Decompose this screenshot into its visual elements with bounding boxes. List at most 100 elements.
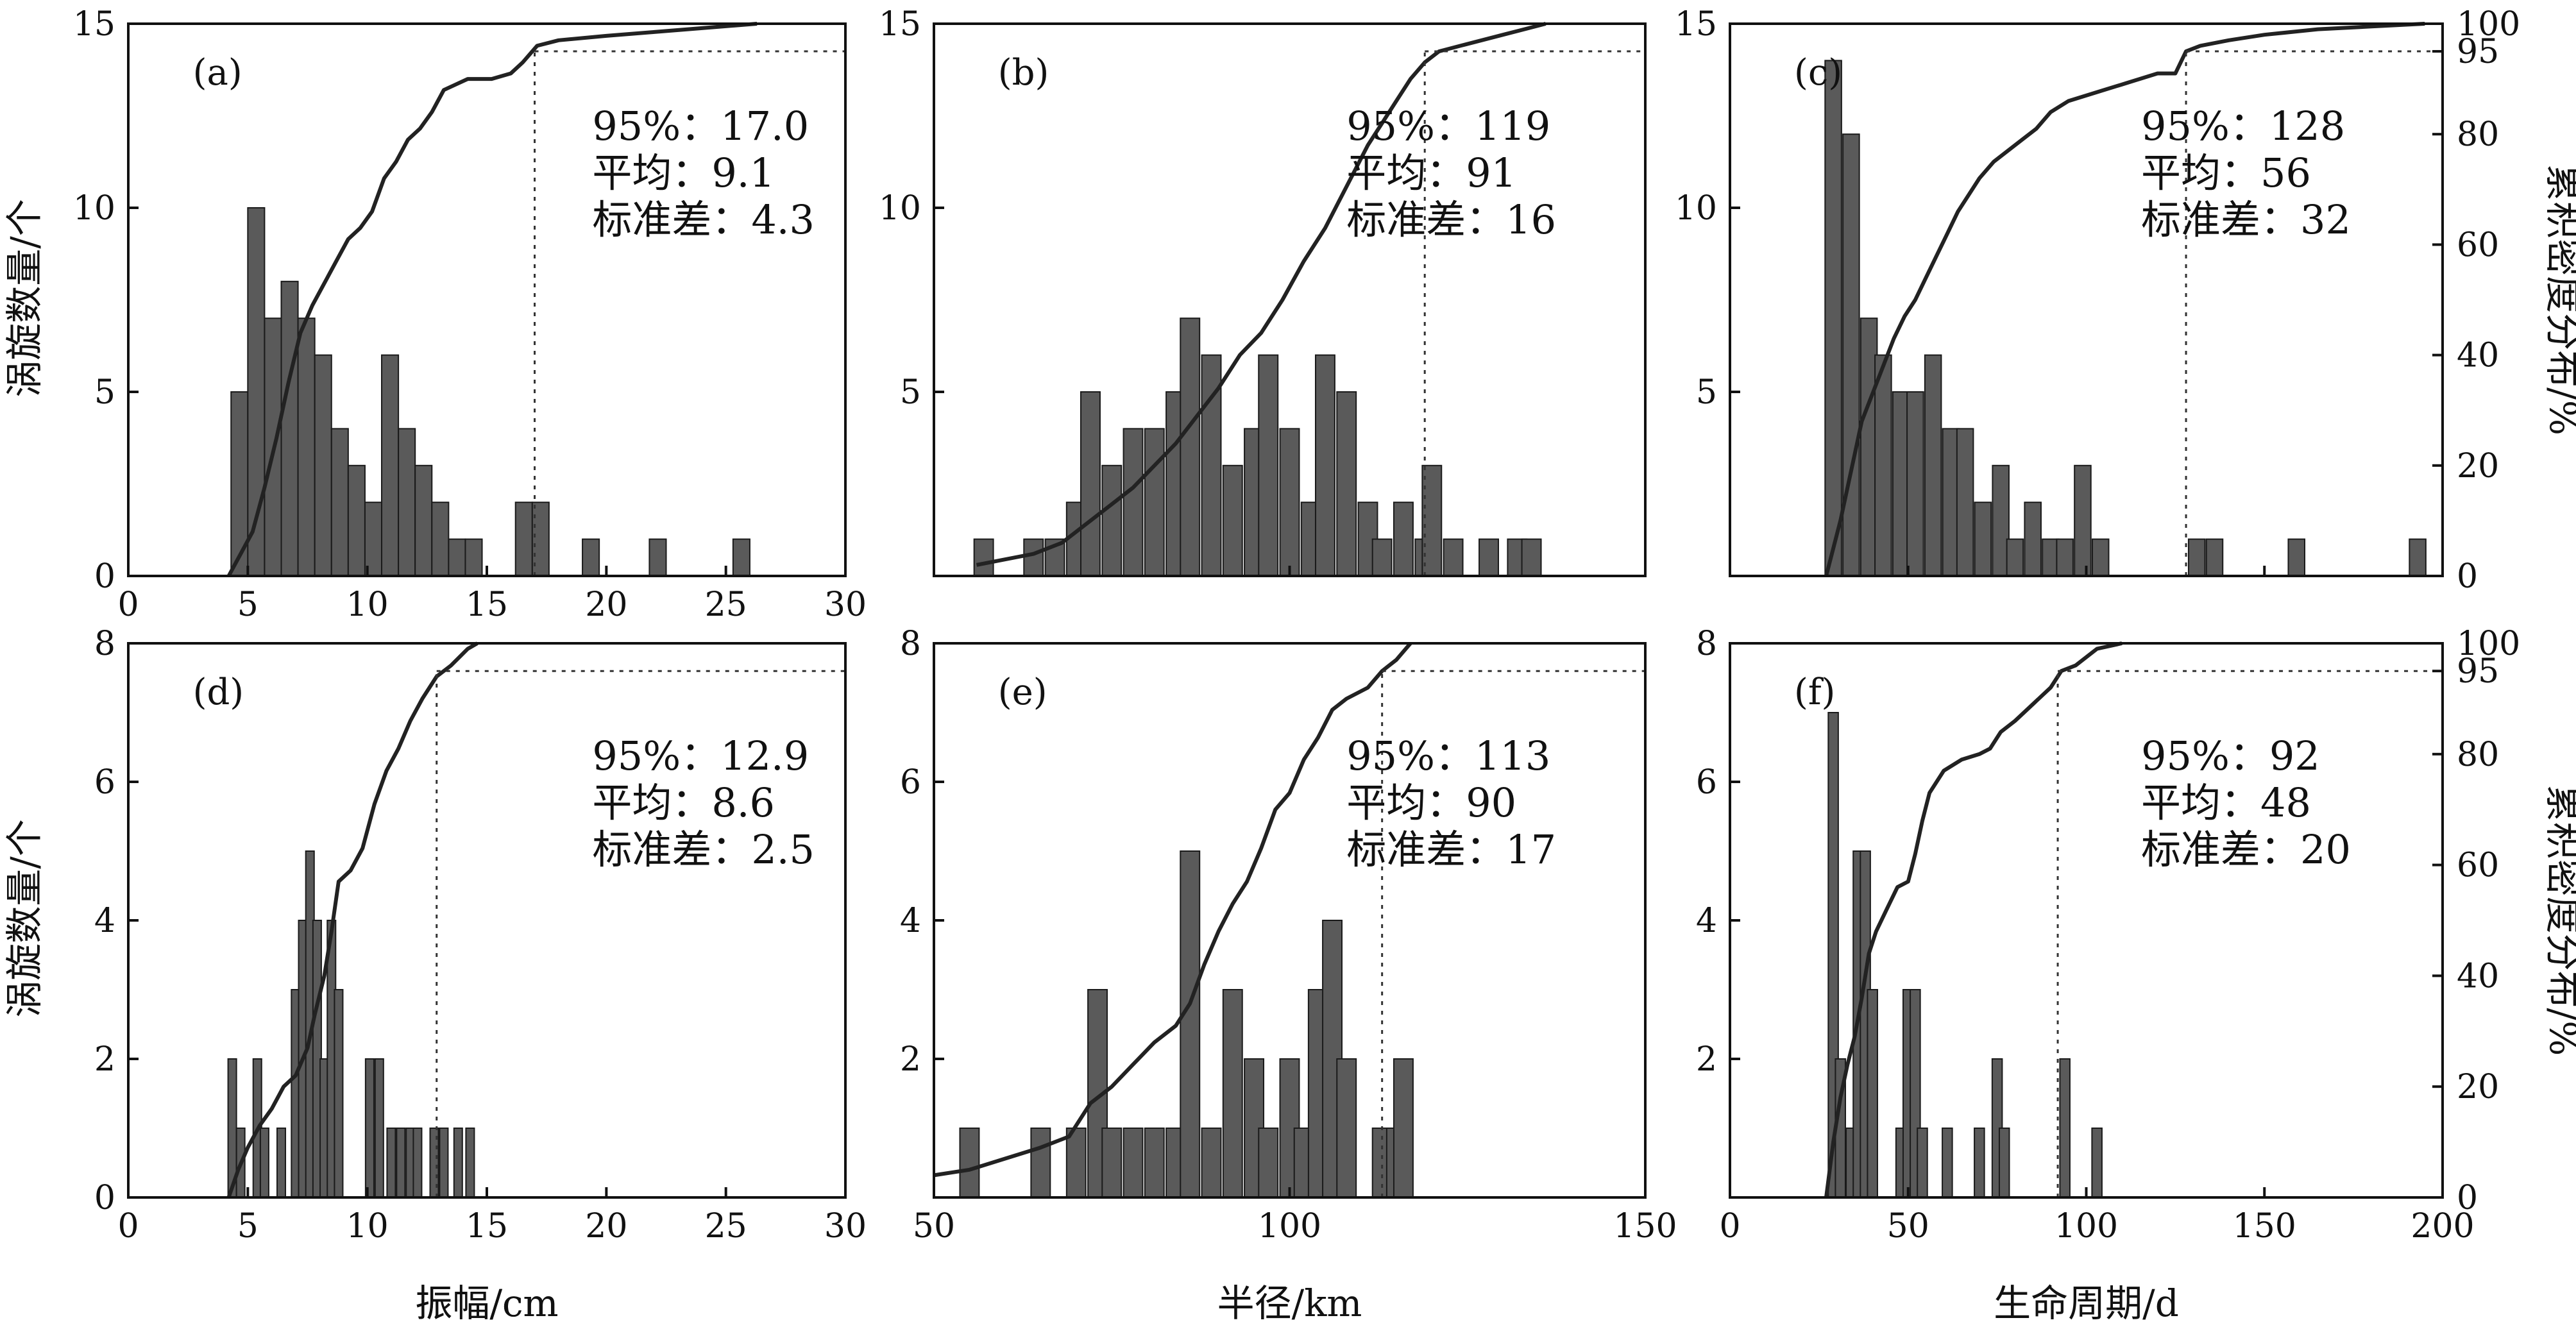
panel-label: (a) bbox=[193, 52, 242, 94]
panel-label: (d) bbox=[193, 672, 244, 713]
histogram-bar bbox=[464, 538, 483, 577]
histogram-bar bbox=[381, 354, 400, 577]
histogram-bar bbox=[259, 1128, 269, 1198]
y2-tick-label: 0 bbox=[2457, 557, 2478, 596]
x-tick-label: 0 bbox=[117, 1207, 139, 1246]
stat-line: 标准差：2.5 bbox=[592, 826, 815, 873]
x-tick-label: 25 bbox=[705, 586, 747, 624]
y-tick-label: 8 bbox=[1696, 625, 1717, 663]
ylabel-left-top: 涡旋数量/个 bbox=[3, 199, 46, 398]
histogram-bar bbox=[1924, 354, 1942, 577]
histogram-bar bbox=[448, 538, 466, 577]
histogram-bar bbox=[280, 280, 299, 577]
histogram-bar bbox=[431, 502, 450, 577]
stat-line: 平均：9.1 bbox=[592, 149, 775, 196]
y-tick-label: 4 bbox=[1696, 902, 1717, 940]
y-tick-label: 6 bbox=[94, 763, 115, 802]
stat-line: 95%：128 bbox=[2141, 103, 2345, 149]
histogram-bar bbox=[1144, 428, 1165, 577]
y-tick-label: 10 bbox=[73, 189, 115, 228]
histogram-bar bbox=[1917, 1128, 1928, 1198]
histogram-bar bbox=[1956, 428, 1974, 577]
histogram-bar bbox=[453, 1128, 463, 1198]
x-tick-label: 30 bbox=[824, 1207, 867, 1246]
y2-tick-label: 100 bbox=[2457, 5, 2520, 44]
cumulative-curve bbox=[933, 642, 1412, 1178]
x-tick-label: 150 bbox=[2233, 1207, 2296, 1246]
histogram-bar bbox=[314, 354, 332, 577]
histogram-bar bbox=[1279, 428, 1300, 577]
histogram-bar bbox=[1258, 354, 1279, 577]
histogram-bar bbox=[1874, 354, 1892, 577]
histogram-bar bbox=[648, 538, 667, 577]
histogram-bar bbox=[1867, 989, 1878, 1198]
ylabel-left-bottom: 涡旋数量/个 bbox=[3, 819, 46, 1018]
stat-line: 95%：12.9 bbox=[592, 732, 809, 779]
y2-tick-label: 40 bbox=[2457, 957, 2499, 995]
cumulative-curve bbox=[226, 641, 479, 1198]
stat-line: 95%：92 bbox=[2141, 732, 2320, 779]
x-tick-label: 20 bbox=[585, 1207, 627, 1246]
histogram-bar bbox=[1201, 354, 1222, 577]
histogram-bar bbox=[347, 464, 366, 577]
histogram-bar bbox=[1123, 1128, 1144, 1198]
x-axis-title: 生命周期/d bbox=[1994, 1281, 2179, 1325]
histogram-bar bbox=[1258, 1128, 1279, 1198]
histogram-bar bbox=[2091, 538, 2110, 577]
histogram-bar bbox=[1479, 538, 1499, 577]
y2-tick-label: 100 bbox=[2457, 625, 2520, 663]
y2-axis-title: 累积密度分布/% bbox=[2541, 164, 2576, 435]
histogram-bar bbox=[2091, 1128, 2103, 1198]
y2-tick-label: 0 bbox=[2457, 1179, 2478, 1217]
histogram-bar bbox=[1030, 1128, 1051, 1198]
histogram-bar bbox=[1824, 60, 1842, 577]
y-tick-label: 15 bbox=[1675, 5, 1717, 44]
histogram-bar bbox=[465, 1128, 475, 1198]
x-tick-label: 20 bbox=[585, 586, 627, 624]
cumulative-curve bbox=[1824, 641, 2123, 1198]
y2-tick-label: 20 bbox=[2457, 447, 2499, 486]
histogram-bar bbox=[1393, 502, 1414, 577]
histogram-bar bbox=[514, 502, 533, 577]
y-tick-label: 0 bbox=[94, 557, 115, 596]
y-tick-label: 6 bbox=[900, 763, 921, 802]
y2-tick-label: 60 bbox=[2457, 847, 2499, 885]
stat-line: 平均：90 bbox=[1346, 779, 1516, 826]
stat-line: 标准差：20 bbox=[2141, 826, 2351, 873]
y2-axis-title: 累积密度分布/% bbox=[2541, 785, 2576, 1056]
y-tick-label: 15 bbox=[879, 5, 921, 44]
x-tick-label: 15 bbox=[466, 1207, 508, 1246]
histogram-bar bbox=[2074, 464, 2092, 577]
x-tick-label: 5 bbox=[237, 586, 258, 624]
cumulative-curve bbox=[226, 22, 758, 577]
y-tick-label: 2 bbox=[1696, 1040, 1717, 1079]
x-tick-label: 100 bbox=[2055, 1207, 2118, 1246]
histogram-bar bbox=[414, 464, 433, 577]
histogram-bar bbox=[1942, 1128, 1953, 1198]
x-tick-label: 50 bbox=[1887, 1207, 1929, 1246]
histogram-bar bbox=[973, 538, 994, 577]
stat-line: 95%：17.0 bbox=[592, 103, 809, 149]
x-tick-label: 10 bbox=[346, 1207, 389, 1246]
panel-a: 0 5 10 15 20 25 30051015(a)95%：17.0平均：9.1标准差：4… bbox=[73, 5, 867, 1325]
histogram-bar bbox=[2056, 538, 2074, 577]
histogram-bar bbox=[2287, 538, 2306, 577]
histogram-bar bbox=[398, 428, 416, 577]
y-tick-label: 5 bbox=[94, 373, 115, 412]
y-tick-label: 10 bbox=[879, 189, 921, 228]
histogram-bar bbox=[2409, 538, 2427, 577]
histogram-bar bbox=[1314, 354, 1335, 577]
histogram-bar bbox=[1974, 502, 1992, 577]
histogram-bar bbox=[1336, 1058, 1357, 1198]
histogram-bar bbox=[2187, 538, 2206, 577]
y2-tick-label: 80 bbox=[2457, 115, 2499, 154]
x-tick-label: 200 bbox=[2411, 1207, 2474, 1246]
y-tick-label: 15 bbox=[73, 5, 115, 44]
y-tick-label: 2 bbox=[900, 1040, 921, 1079]
histogram-bar bbox=[1144, 1128, 1165, 1198]
y-tick-label: 0 bbox=[94, 1179, 115, 1217]
histogram-bar bbox=[1906, 391, 1924, 577]
x-tick-label: 15 bbox=[466, 586, 508, 624]
